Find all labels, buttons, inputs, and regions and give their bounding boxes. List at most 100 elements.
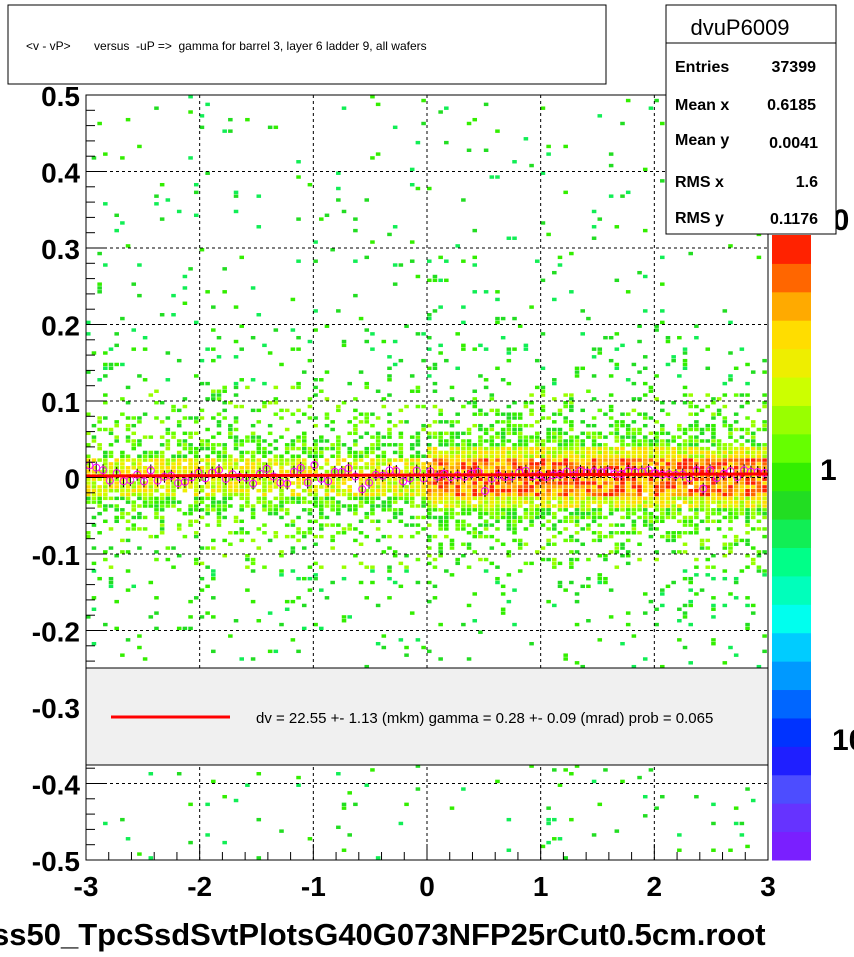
- heatmap-cell: [529, 469, 534, 474]
- heatmap-cell: [307, 481, 313, 485]
- heatmap-cell: [319, 511, 324, 516]
- heatmap-cell: [245, 492, 250, 497]
- heatmap-cell: [711, 508, 716, 512]
- heatmap-cell: [404, 492, 409, 497]
- heatmap-cell: [756, 565, 762, 569]
- heatmap-cell: [415, 186, 421, 191]
- heatmap-cell: [694, 450, 699, 455]
- heatmap-cell: [728, 515, 733, 520]
- heatmap-cell: [199, 458, 205, 462]
- heatmap-cell: [245, 469, 250, 474]
- heatmap-cell: [665, 538, 671, 543]
- heatmap-cell: [750, 500, 756, 504]
- heatmap-cell: [120, 481, 125, 485]
- heatmap-cell: [580, 527, 585, 531]
- heatmap-cell: [569, 401, 574, 405]
- heatmap-cell: [381, 435, 387, 439]
- heatmap-cell: [250, 515, 256, 520]
- heatmap-cell: [421, 466, 426, 470]
- heatmap-cell: [642, 488, 648, 493]
- heatmap-cell: [148, 534, 154, 539]
- heatmap-cell: [159, 401, 165, 405]
- heatmap-cell: [324, 500, 330, 504]
- heatmap-cell: [120, 316, 125, 321]
- heatmap-cell: [682, 611, 688, 615]
- heatmap-cell: [665, 492, 671, 497]
- heatmap-cell: [466, 401, 472, 405]
- heatmap-cell: [114, 435, 119, 439]
- heatmap-cell: [739, 481, 745, 485]
- heatmap-cell: [108, 584, 114, 589]
- heatmap-cell: [625, 427, 631, 432]
- heatmap-cell: [705, 366, 711, 371]
- heatmap-cell: [233, 443, 239, 447]
- heatmap-cell: [171, 313, 176, 317]
- heatmap-cell: [722, 488, 728, 493]
- heatmap-cell: [262, 343, 267, 348]
- heatmap-cell: [529, 515, 534, 520]
- heatmap-cell: [739, 454, 745, 458]
- heatmap-cell: [239, 485, 244, 489]
- heatmap-cell: [750, 466, 756, 470]
- heatmap-cell: [722, 466, 728, 470]
- heatmap-cell: [313, 328, 318, 332]
- heatmap-cell: [466, 496, 472, 501]
- heatmap-cell: [165, 477, 171, 481]
- heatmap-cell: [529, 439, 534, 443]
- heatmap-cell: [131, 500, 137, 504]
- heatmap-cell: [529, 504, 534, 508]
- heatmap-cell: [733, 496, 739, 501]
- heatmap-cell: [546, 821, 551, 826]
- heatmap-cell: [665, 534, 671, 539]
- heatmap-cell: [381, 500, 387, 504]
- heatmap-cell: [586, 504, 591, 508]
- heatmap-cell: [296, 462, 301, 466]
- heatmap-cell: [728, 519, 733, 524]
- heatmap-cell: [506, 420, 512, 424]
- heatmap-cell: [569, 817, 574, 822]
- heatmap-cell: [478, 454, 483, 458]
- heatmap-cell: [677, 638, 682, 642]
- heatmap-cell: [182, 488, 188, 493]
- heatmap-cell: [455, 488, 460, 493]
- heatmap-cell: [444, 508, 449, 512]
- heatmap-cell: [591, 477, 597, 481]
- heatmap-cell: [591, 446, 597, 451]
- heatmap-cell: [301, 443, 307, 447]
- heatmap-cell: [137, 852, 142, 856]
- heatmap-cell: [654, 622, 659, 627]
- heatmap-cell: [677, 833, 682, 837]
- heatmap-cell: [637, 492, 642, 497]
- heatmap-cell: [353, 466, 358, 470]
- heatmap-cell: [517, 450, 523, 455]
- heatmap-cell: [529, 435, 534, 439]
- heatmap-cell: [540, 469, 546, 474]
- heatmap-cell: [250, 538, 256, 543]
- heatmap-cell: [86, 462, 91, 466]
- heatmap-cell: [682, 427, 688, 432]
- heatmap-cell: [637, 458, 642, 462]
- heatmap-cell: [97, 504, 102, 508]
- heatmap-cell: [546, 488, 551, 493]
- heatmap-cell: [313, 576, 318, 581]
- heatmap-cell: [705, 393, 711, 397]
- heatmap-cell: [444, 488, 449, 493]
- heatmap-cell: [478, 408, 483, 413]
- heatmap-cell: [569, 290, 574, 294]
- heatmap-cell: [512, 485, 517, 489]
- heatmap-cell: [290, 347, 296, 351]
- heatmap-cell: [228, 634, 233, 638]
- heatmap-cell: [523, 492, 529, 497]
- heatmap-cell: [699, 477, 705, 481]
- heatmap-cell: [307, 837, 313, 841]
- heatmap-cell: [205, 469, 210, 474]
- heatmap-cell: [750, 508, 756, 512]
- heatmap-cell: [637, 481, 642, 485]
- heatmap-cell: [512, 466, 517, 470]
- heatmap-cell: [358, 481, 364, 485]
- heatmap-cell: [421, 427, 426, 432]
- heatmap-cell: [165, 378, 171, 382]
- heatmap-cell: [631, 492, 637, 497]
- heatmap-cell: [625, 423, 631, 428]
- heatmap-cell: [523, 343, 529, 348]
